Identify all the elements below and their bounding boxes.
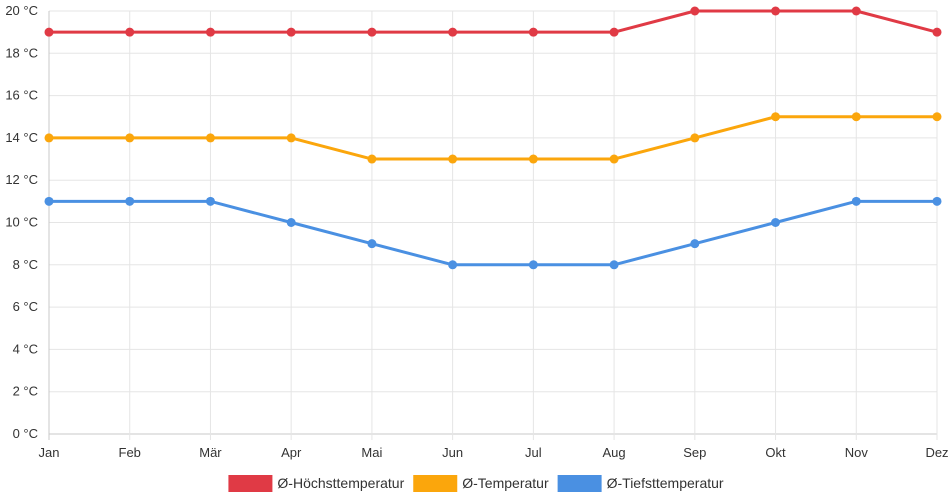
data-point[interactable]: [771, 112, 781, 122]
x-tick-label: Mär: [199, 445, 222, 460]
data-point[interactable]: [205, 27, 215, 37]
data-point[interactable]: [771, 6, 781, 16]
series-line: [47, 115, 939, 161]
data-point[interactable]: [690, 6, 700, 16]
y-tick-label: 10 °C: [5, 215, 38, 230]
data-point[interactable]: [367, 27, 377, 37]
data-point[interactable]: [851, 6, 861, 16]
y-tick-label: 2 °C: [13, 384, 38, 399]
data-point[interactable]: [367, 154, 377, 164]
data-point[interactable]: [448, 154, 458, 164]
data-point[interactable]: [771, 218, 781, 227]
x-tick-label: Apr: [281, 445, 302, 460]
legend-swatch: [228, 475, 273, 492]
data-point[interactable]: [44, 133, 54, 143]
x-axis-tick-labels: Jan Feb Mär Apr Mai Jun Jul Aug Sep Okt Nov Dez: [39, 445, 949, 460]
data-point[interactable]: [286, 27, 296, 37]
y-tick-label: 0 °C: [13, 426, 38, 441]
data-point[interactable]: [205, 196, 215, 206]
data-point[interactable]: [367, 239, 377, 249]
data-point[interactable]: [125, 133, 135, 143]
data-point[interactable]: [44, 27, 54, 37]
x-tick-label: Feb: [119, 445, 141, 460]
x-tick-label: Okt: [765, 445, 786, 460]
data-point[interactable]: [286, 218, 296, 227]
data-point[interactable]: [851, 196, 861, 206]
data-point[interactable]: [286, 133, 296, 143]
y-tick-label: 4 °C: [13, 341, 38, 356]
data-point[interactable]: [609, 260, 619, 270]
y-tick-label: 18 °C: [5, 45, 38, 60]
series-2: [44, 112, 942, 164]
legend-label: Ø-Tiefsttemperatur: [607, 475, 724, 491]
y-tick-label: 8 °C: [13, 257, 38, 272]
legend-item-3[interactable]: Ø-Tiefsttemperatur: [557, 475, 724, 492]
series-1: [44, 6, 942, 37]
legend: Ø-Höchsttemperatur Ø-Temperatur Ø-Tiefstte…: [228, 475, 724, 492]
x-tick-label: Jul: [525, 445, 542, 460]
data-point[interactable]: [851, 112, 861, 122]
grid: [48, 10, 938, 440]
data-point[interactable]: [125, 196, 135, 206]
legend-swatch: [413, 475, 458, 492]
data-point[interactable]: [609, 154, 619, 164]
data-point[interactable]: [690, 239, 700, 249]
data-point[interactable]: [528, 260, 538, 270]
data-point[interactable]: [44, 196, 54, 206]
data-point[interactable]: [448, 260, 458, 270]
data-point[interactable]: [609, 27, 619, 37]
y-tick-label: 20 °C: [5, 3, 38, 18]
x-tick-label: Jan: [39, 445, 60, 460]
legend-swatch: [557, 475, 602, 492]
x-tick-label: Sep: [683, 445, 706, 460]
data-point[interactable]: [932, 27, 942, 37]
series-line: [47, 199, 939, 267]
data-point[interactable]: [448, 27, 458, 37]
y-tick-label: 16 °C: [5, 88, 38, 103]
series-3: [44, 196, 942, 270]
y-tick-label: 6 °C: [13, 299, 38, 314]
x-tick-label: Mai: [361, 445, 382, 460]
data-point[interactable]: [528, 154, 538, 164]
x-tick-label: Dez: [925, 445, 948, 460]
data-point[interactable]: [932, 196, 942, 206]
legend-label: Ø-Temperatur: [462, 475, 549, 491]
x-tick-label: Nov: [845, 445, 869, 460]
data-point[interactable]: [125, 27, 135, 37]
y-tick-label: 12 °C: [5, 172, 38, 187]
legend-label: Ø-Höchsttemperatur: [277, 475, 404, 491]
data-point[interactable]: [205, 133, 215, 143]
series-lines: [44, 6, 942, 270]
legend-item-2[interactable]: Ø-Temperatur: [413, 475, 549, 492]
legend-item-1[interactable]: Ø-Höchsttemperatur: [228, 475, 405, 492]
x-tick-label: Jun: [442, 445, 463, 460]
data-point[interactable]: [528, 27, 538, 37]
x-tick-label: Aug: [603, 445, 626, 460]
data-point[interactable]: [932, 112, 942, 122]
y-axis-tick-labels: 0 °C 2 °C 4 °C 6 °C 8 °C 10 °C 12 °C 14 °C 16 °C…: [5, 3, 38, 441]
y-tick-label: 14 °C: [5, 130, 38, 145]
series-line: [47, 9, 939, 34]
data-point[interactable]: [690, 133, 700, 143]
